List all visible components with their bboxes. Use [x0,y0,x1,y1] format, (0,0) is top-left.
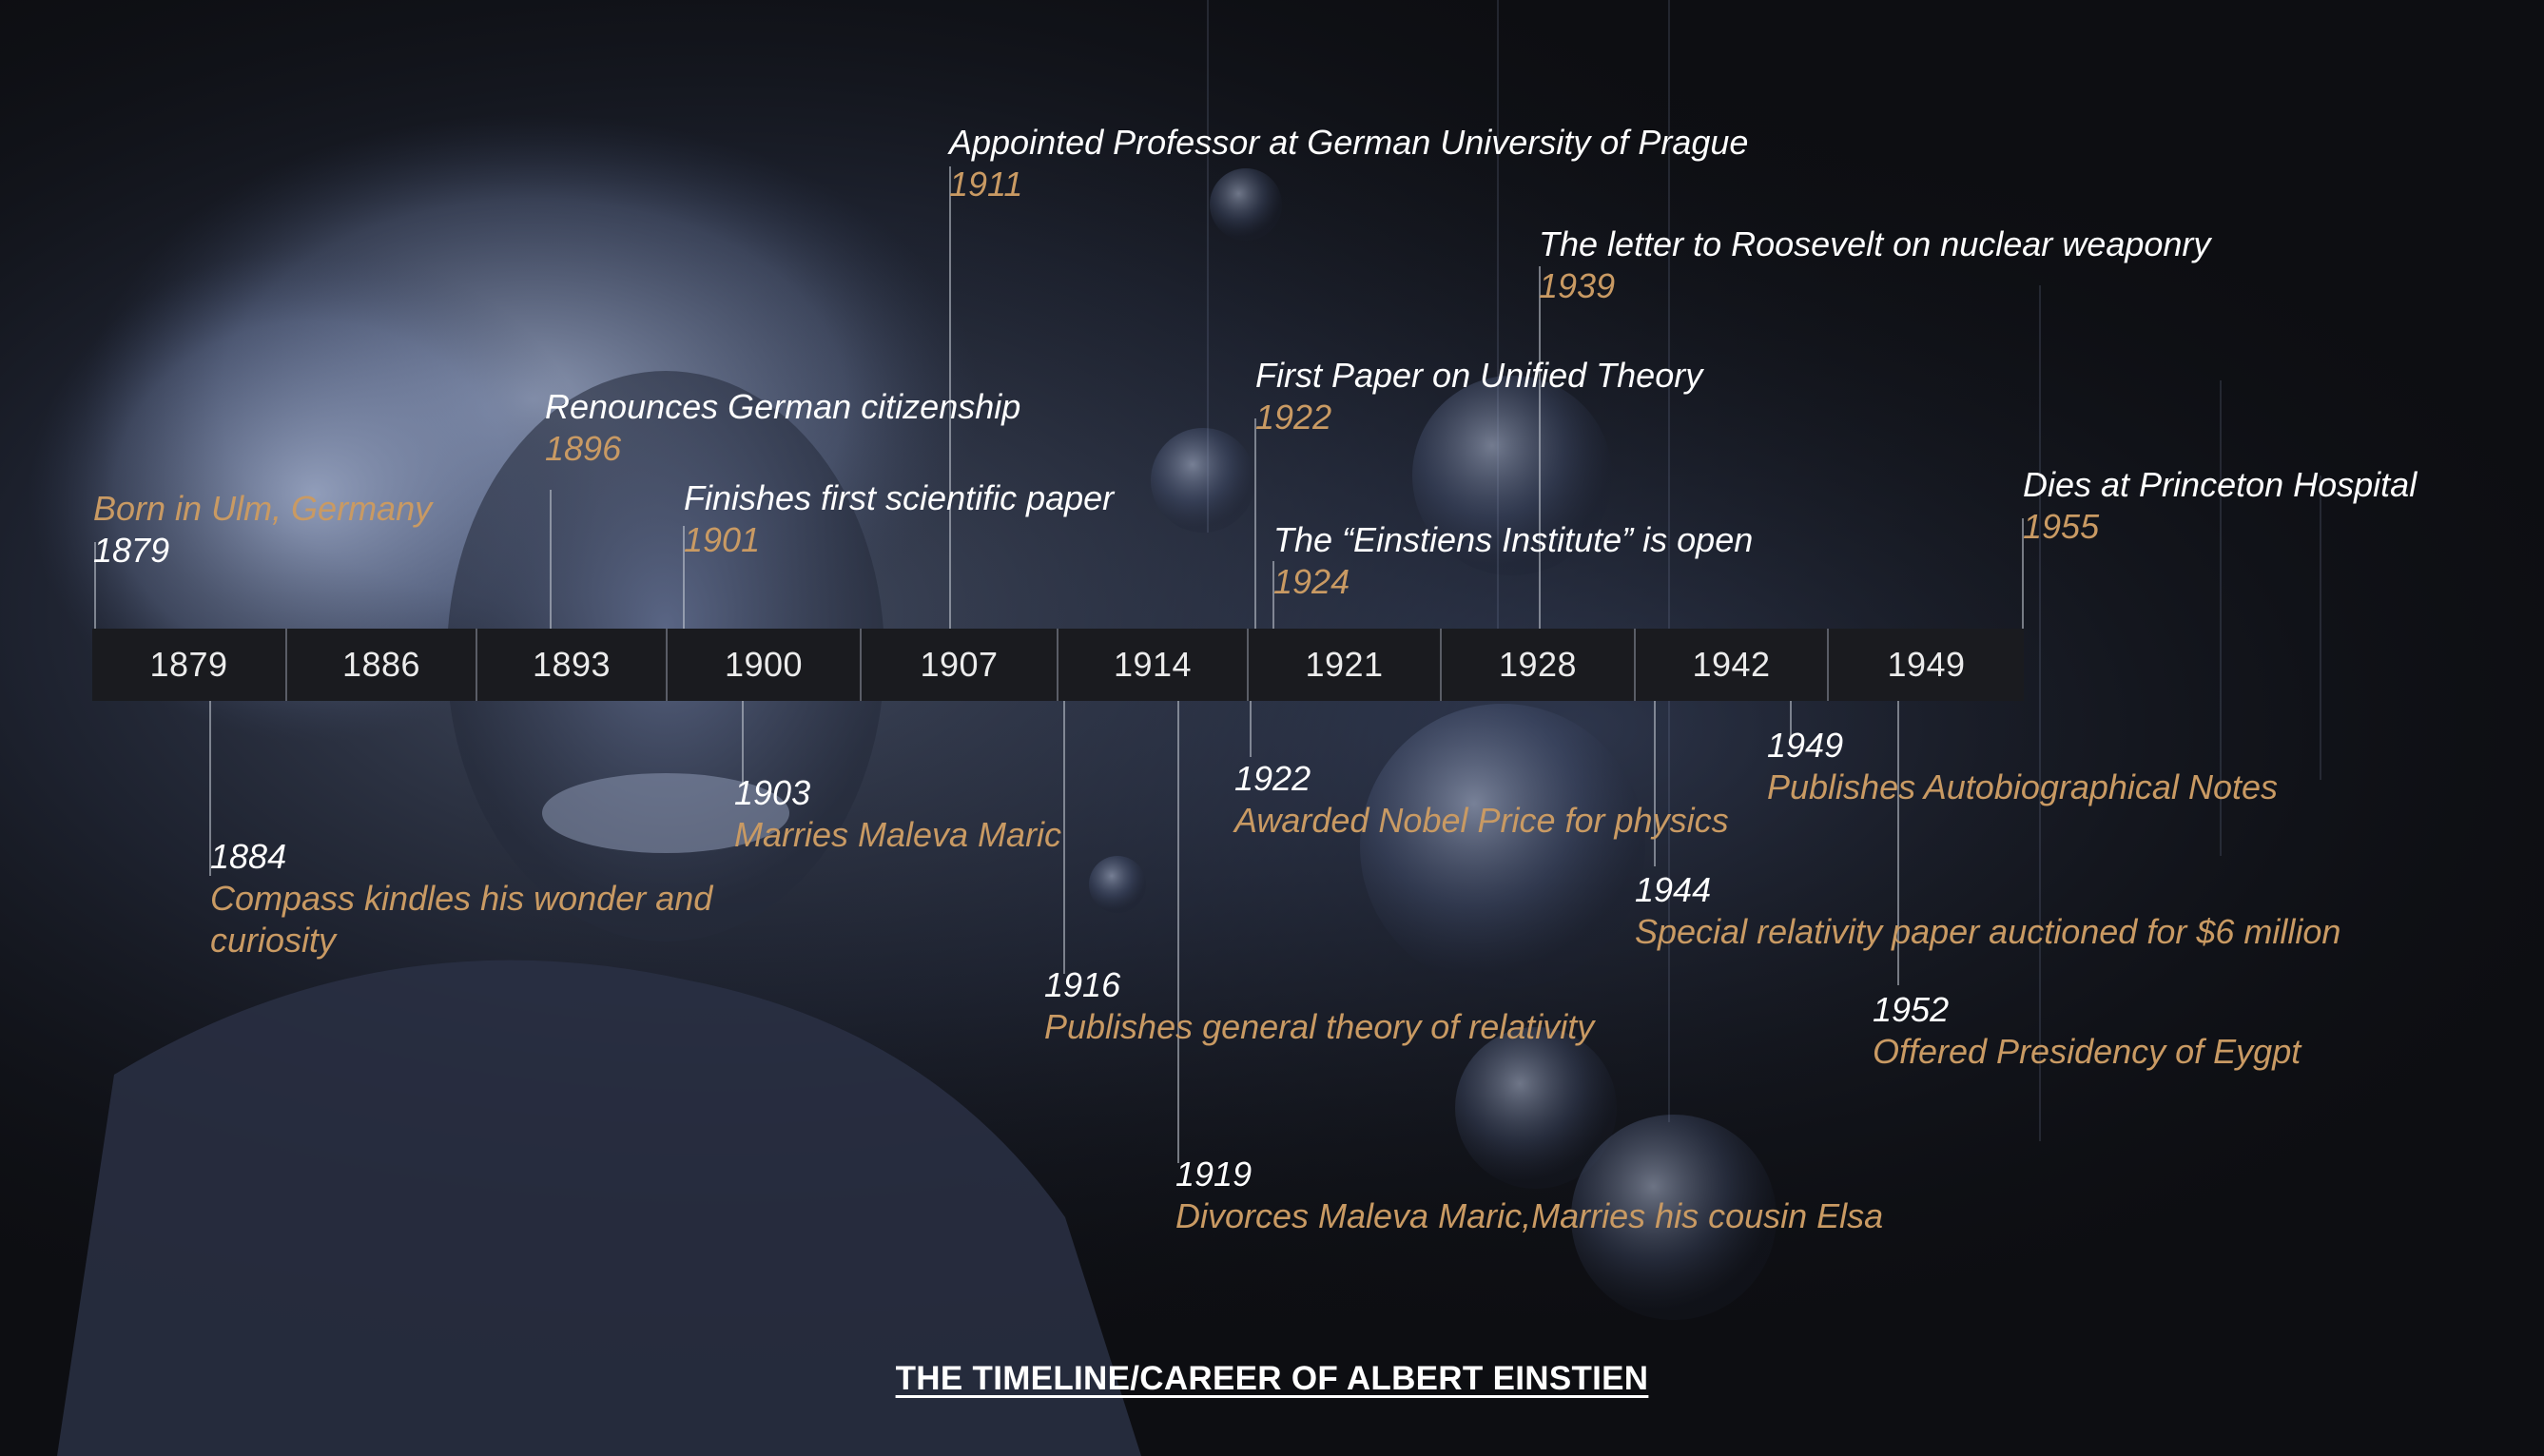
event-text: Appointed Professor at German University… [949,123,1749,162]
event-institute: The “Einstiens Institute” is open 1924 [1273,519,1753,603]
connector-institute [1272,561,1274,630]
event-compass: 1884 Compass kindles his wonder and curi… [210,836,712,961]
event-first-paper: Finishes first scientific paper 1901 [684,477,1114,561]
event-text: Marries Maleva Maric [734,815,1062,854]
event-egypt: 1952 Offered Presidency of Eygpt [1873,989,2301,1073]
axis-tick-year: 1879 [149,645,228,684]
event-year: 1903 [734,773,811,812]
event-marries: 1903 Marries Maleva Maric [734,772,1061,856]
event-text: Publishes general theory of relativity [1044,1007,1595,1046]
event-text: Special relativity paper auctioned for $… [1635,912,2341,951]
event-year: 1924 [1273,562,1350,601]
year-axis-bar: 1879 1886 1893 1900 1907 1914 1921 1928 … [92,629,2024,701]
event-roosevelt: The letter to Roosevelt on nuclear weapo… [1539,223,2210,307]
event-nobel: 1922 Awarded Nobel Price for physics [1234,758,1729,842]
axis-tick-year: 1949 [1827,629,2024,701]
axis-tick-year: 1914 [1057,629,1247,701]
event-year: 1916 [1044,965,1121,1004]
connector-dies [2022,518,2024,630]
event-year: 1879 [93,531,170,570]
event-dies: Dies at Princeton Hospital 1955 [2023,464,2417,548]
connector-born [94,542,96,630]
event-year: 1922 [1234,759,1311,798]
axis-tick-year: 1942 [1634,629,1827,701]
event-text: Divorces Maleva Maric,Marries his cousin… [1175,1196,1884,1235]
event-year: 1901 [684,520,761,559]
event-renounces: Renounces German citizenship 1896 [545,386,1020,470]
event-text: Born in Ulm, Germany [93,489,433,528]
event-unified: First Paper on Unified Theory 1922 [1255,355,1702,438]
event-prague: Appointed Professor at German University… [949,122,1748,205]
axis-tick-year: 1921 [1247,629,1440,701]
event-year: 1896 [545,429,622,468]
event-autobio: 1949 Publishes Autobiographical Notes [1767,725,2278,808]
connector-relativity [1063,700,1065,974]
event-year: 1944 [1635,870,1712,909]
event-text: Offered Presidency of Eygpt [1873,1032,2301,1071]
axis-tick-year: 1900 [666,629,860,701]
event-text: Compass kindles his wonder and [210,879,713,918]
event-born: Born in Ulm, Germany 1879 [93,488,432,572]
page-title: THE TIMELINE/CAREER OF ALBERT EINSTIEN [0,1360,2544,1398]
connector-compass [209,700,211,876]
event-text: First Paper on Unified Theory [1255,356,1703,395]
connector-auction [1654,700,1656,866]
axis-tick-year: 1907 [860,629,1057,701]
event-year: 1949 [1767,726,1844,765]
event-year: 1955 [2023,507,2100,546]
event-year: 1952 [1873,990,1950,1029]
event-year: 1884 [210,837,287,876]
axis-tick-year: 1886 [285,629,476,701]
event-text: Publishes Autobiographical Notes [1767,767,2278,806]
connector-marries [742,700,744,786]
connector-renounces [550,490,552,630]
event-year: 1939 [1539,266,1616,305]
event-text: Dies at Princeton Hospital [2023,465,2418,504]
connector-nobel [1250,700,1252,757]
event-year: 1911 [949,165,1023,204]
connector-egypt [1897,700,1899,985]
event-text: Awarded Nobel Price for physics [1234,801,1729,840]
connector-roosevelt [1539,266,1541,630]
axis-tick-year: 1928 [1440,629,1634,701]
event-text: The “Einstiens Institute” is open [1273,520,1754,559]
event-relativity: 1916 Publishes general theory of relativ… [1044,964,1594,1048]
connector-first-paper [683,526,685,630]
connector-unified [1254,418,1256,630]
connector-divorce [1177,700,1179,1163]
connector-autobio [1790,700,1792,743]
axis-tick-year: 1893 [476,629,666,701]
event-text: Finishes first scientific paper [684,478,1115,517]
event-auction: 1944 Special relativity paper auctioned … [1635,869,2340,953]
event-year: 1922 [1255,398,1332,437]
connector-prague [949,166,951,630]
event-text: Renounces German citizenship [545,387,1021,426]
event-year: 1919 [1175,1155,1253,1194]
page-title-text: THE TIMELINE/CAREER OF ALBERT EINSTIEN [895,1360,1649,1397]
event-text: The letter to Roosevelt on nuclear weapo… [1539,224,2211,263]
event-divorce: 1919 Divorces Maleva Maric,Marries his c… [1175,1154,1883,1237]
event-text: curiosity [210,921,337,960]
